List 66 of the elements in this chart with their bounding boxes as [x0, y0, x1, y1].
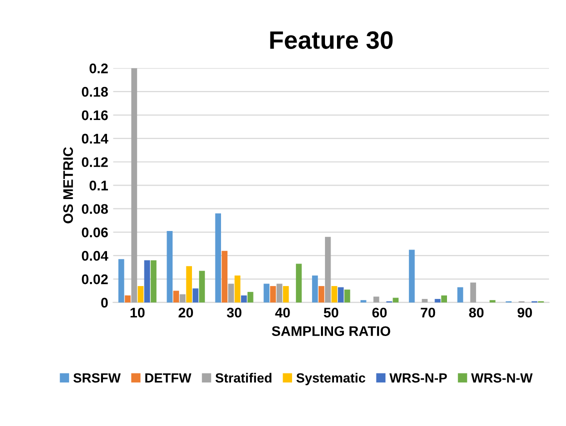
bar — [228, 284, 234, 302]
bar — [470, 282, 476, 302]
bar — [144, 260, 150, 302]
x-tick-label: 90 — [518, 308, 532, 318]
y-tick-label: 0.06 — [82, 228, 108, 238]
bar — [344, 290, 350, 302]
bar — [215, 213, 222, 302]
bar — [241, 295, 247, 302]
bar — [186, 266, 192, 302]
x-tick-label: 80 — [469, 308, 484, 318]
bar — [296, 264, 302, 302]
bar — [276, 284, 282, 302]
y-tick-label: 0.18 — [82, 86, 108, 97]
legend-label: SRSFW — [73, 373, 121, 383]
bar — [318, 286, 324, 302]
bar — [422, 298, 428, 302]
bar — [166, 231, 173, 302]
chart-title: Feature 30 — [270, 31, 393, 49]
y-tick-label: 0.14 — [82, 134, 108, 144]
bar — [222, 250, 228, 302]
legend-label: WRS-N-P — [389, 373, 447, 383]
bar — [457, 287, 464, 302]
legend-label: WRS-N-W — [471, 373, 533, 383]
x-tick-label: 70 — [420, 308, 436, 318]
bar — [264, 284, 270, 302]
bar — [234, 276, 240, 302]
x-tick-label: 30 — [226, 308, 242, 318]
y-tick-label: 0.08 — [82, 204, 108, 214]
bar — [312, 276, 318, 302]
bar — [392, 298, 399, 302]
bar — [283, 286, 289, 302]
bar — [338, 287, 344, 302]
x-tick-label: 10 — [130, 308, 145, 318]
bar — [150, 260, 156, 302]
bar — [331, 286, 338, 302]
x-tick-label: 40 — [275, 308, 290, 318]
y-tick-label: 0.2 — [90, 63, 108, 74]
y-tick-label: 0.04 — [82, 250, 108, 261]
y-tick-label: 0.16 — [82, 110, 108, 120]
bar — [118, 259, 124, 302]
bar — [441, 295, 448, 302]
bar — [373, 296, 380, 302]
bar — [324, 236, 331, 302]
bar — [434, 298, 441, 302]
bar — [247, 292, 254, 302]
x-tick-label: 50 — [324, 308, 338, 318]
x-tick-label: 20 — [178, 308, 193, 318]
x-axis-title: SAMPLING RATIO — [272, 326, 390, 336]
y-tick-label: 0.1 — [90, 180, 108, 190]
bar — [138, 286, 144, 302]
x-tick-label: 60 — [372, 308, 387, 318]
legend-label: Systematic — [296, 372, 366, 386]
bar — [131, 68, 138, 302]
legend-label: Stratified — [215, 372, 272, 383]
bar — [173, 290, 180, 302]
bar — [199, 270, 205, 302]
bar — [270, 286, 276, 302]
bar — [180, 294, 186, 302]
y-tick-label: 0.12 — [82, 157, 108, 168]
y-tick-label: 0.02 — [82, 274, 108, 284]
y-axis-title: OS METRIC — [63, 147, 74, 224]
y-tick-label: 0 — [101, 298, 108, 308]
bar — [408, 250, 415, 302]
bar — [124, 295, 131, 302]
bar — [192, 288, 198, 302]
legend-label: DETFW — [145, 373, 192, 382]
